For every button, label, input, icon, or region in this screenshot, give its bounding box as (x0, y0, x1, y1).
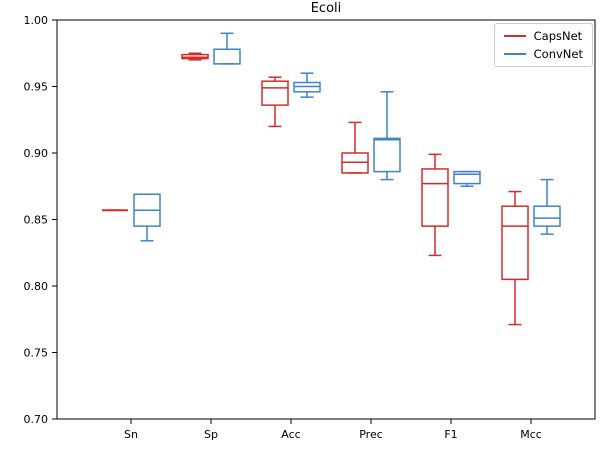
x-tick-label-acc: Acc (281, 428, 300, 441)
box-convnet-sp (213, 48, 241, 65)
x-tick-label-f1: F1 (444, 428, 457, 441)
x-tick-label-mcc: Mcc (520, 428, 542, 441)
legend-label: ConvNet (533, 47, 583, 61)
x-tick-label-prec: Prec (359, 428, 383, 441)
box-convnet-f1 (453, 170, 481, 185)
legend-item-capsnet: CapsNet (503, 29, 583, 43)
y-tick-label: 0.85 (24, 214, 49, 227)
y-tick-label: 0.95 (24, 81, 49, 94)
box-convnet-prec (373, 137, 401, 173)
y-tick-label: 0.80 (24, 280, 49, 293)
y-tick-label: 1.00 (24, 14, 49, 27)
legend-label: CapsNet (533, 29, 583, 43)
y-tick-label: 0.70 (24, 413, 49, 426)
box-capsnet-acc (261, 80, 289, 106)
legend-swatch-convnet (503, 53, 526, 55)
x-tick-label-sn: Sn (124, 428, 138, 441)
box-capsnet-f1 (421, 168, 449, 227)
box-convnet-mcc (533, 205, 561, 227)
axes-spines (56, 19, 596, 420)
legend-item-convnet: ConvNet (503, 47, 583, 61)
box-capsnet-mcc (501, 205, 529, 281)
legend-swatch-capsnet (503, 35, 526, 37)
x-tick-label-sp: Sp (204, 428, 218, 441)
y-tick-label: 0.90 (24, 147, 49, 160)
chart-title: Ecoli (310, 1, 342, 16)
legend: CapsNet ConvNet (493, 23, 593, 67)
y-tick-label: 0.75 (24, 347, 49, 360)
